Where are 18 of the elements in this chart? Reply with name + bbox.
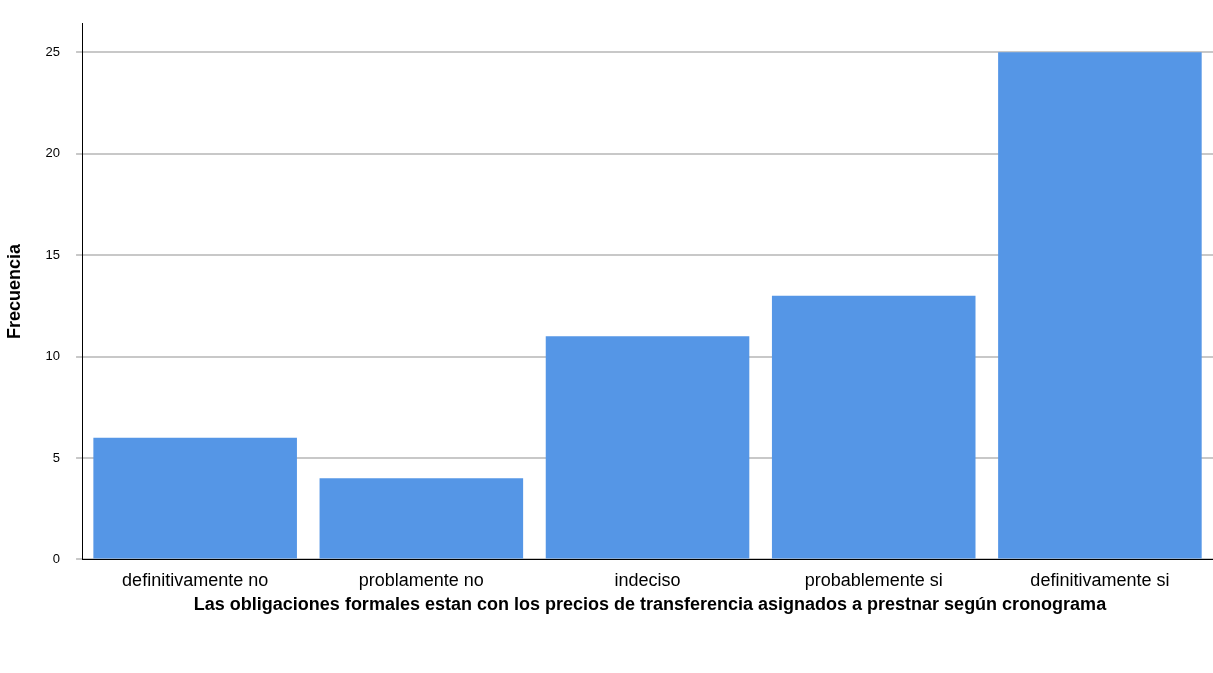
y-tick-label: 20 bbox=[45, 145, 61, 161]
bar bbox=[93, 437, 297, 559]
x-tick-label: problamente no bbox=[358, 570, 484, 591]
bar bbox=[771, 295, 976, 559]
y-tick-label: 5 bbox=[52, 449, 61, 465]
bar bbox=[319, 478, 524, 559]
y-tick-label: 0 bbox=[52, 550, 61, 566]
y-tick-label: 10 bbox=[45, 348, 61, 364]
y-axis-title: Frecuencia bbox=[3, 243, 24, 340]
y-tick-label: 25 bbox=[45, 43, 61, 59]
x-tick-label: definitivamente si bbox=[1030, 570, 1170, 591]
x-tick-label: definitivamente no bbox=[122, 570, 269, 591]
y-tick-label: 15 bbox=[45, 246, 61, 262]
bar bbox=[998, 52, 1202, 559]
x-tick-label: probablemente si bbox=[804, 570, 943, 591]
x-axis-title: Las obligaciones formales estan con los precios de transferencia asignados a prestnar según cronograma bbox=[192, 594, 1108, 614]
bar bbox=[545, 336, 750, 559]
x-tick-label: indeciso bbox=[614, 570, 681, 591]
